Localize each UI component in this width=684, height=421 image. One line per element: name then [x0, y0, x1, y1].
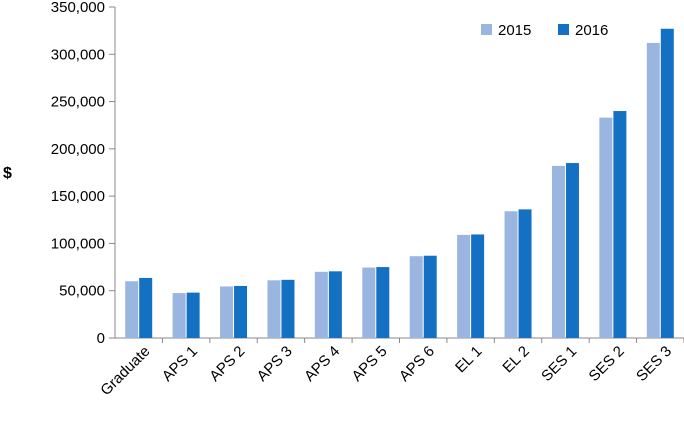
x-category-label: APS 4	[301, 343, 343, 385]
legend: 2015 2016	[481, 22, 608, 39]
bar-2015-ses-1	[551, 165, 565, 338]
x-category-label: APS 5	[349, 343, 391, 385]
x-category-label: SES 2	[586, 343, 628, 385]
bar-2015-el-1	[457, 234, 471, 338]
x-category-label: EL 1	[452, 343, 485, 376]
bar-2016-graduate	[139, 277, 153, 338]
bar-2016-el-2	[518, 209, 532, 338]
x-category-label: APS 3	[254, 343, 296, 385]
bar-2015-aps-1	[172, 293, 186, 338]
y-tick-label: 50,000	[59, 283, 105, 300]
bar-2016-aps-4	[328, 271, 342, 338]
x-category-label: APS 1	[159, 343, 201, 385]
bar-2016-ses-1	[565, 163, 579, 338]
bar-2016-ses-2	[613, 111, 627, 339]
y-tick-label: 200,000	[51, 141, 105, 158]
bar-2016-aps-1	[186, 292, 200, 338]
legend-swatch-2016	[558, 24, 569, 35]
bar-2015-aps-4	[314, 271, 328, 338]
legend-label-2016: 2016	[575, 22, 608, 39]
bar-2015-graduate	[125, 281, 139, 338]
y-tick-label: 150,000	[51, 188, 105, 205]
x-category-label: SES 1	[538, 343, 580, 385]
bar-2015-aps-6	[409, 256, 423, 338]
x-category-label: APS 2	[206, 343, 248, 385]
y-tick-label: 250,000	[51, 94, 105, 111]
legend-swatch-2015	[481, 24, 492, 35]
bar-2015-aps-3	[267, 280, 281, 338]
y-tick-label: 350,000	[51, 0, 105, 16]
y-axis-title: $	[3, 165, 12, 182]
bar-2016-ses-3	[660, 28, 674, 338]
y-tick-label: 100,000	[51, 235, 105, 252]
bar-2016-aps-6	[423, 255, 437, 338]
x-category-label: APS 6	[396, 343, 438, 385]
bar-2016-aps-5	[376, 267, 390, 338]
bar-2016-el-1	[471, 234, 485, 338]
bar-2015-aps-5	[362, 267, 376, 338]
bar-2015-ses-2	[599, 117, 613, 338]
x-axis: Graduate APS 1 APS 2 APS 3 APS 4 APS 5 APS 6 EL…	[97, 337, 684, 399]
bar-2016-aps-3	[281, 279, 295, 338]
bar-2015-el-2	[504, 211, 518, 338]
y-axis: 0 50,000 100,000 150,000 200,000 250,000 300,0…	[51, 0, 116, 347]
bar-2015-ses-3	[646, 42, 660, 339]
bars	[125, 28, 674, 339]
x-category-label: SES 3	[633, 343, 675, 385]
bar-2016-aps-2	[234, 285, 248, 338]
y-tick-label: 0	[97, 330, 105, 347]
y-tick-label: 300,000	[51, 46, 105, 63]
legend-label-2015: 2015	[498, 22, 531, 39]
bar-2015-aps-2	[220, 286, 234, 338]
x-category-label: EL 2	[499, 343, 532, 376]
x-category-label: Graduate	[97, 343, 153, 399]
